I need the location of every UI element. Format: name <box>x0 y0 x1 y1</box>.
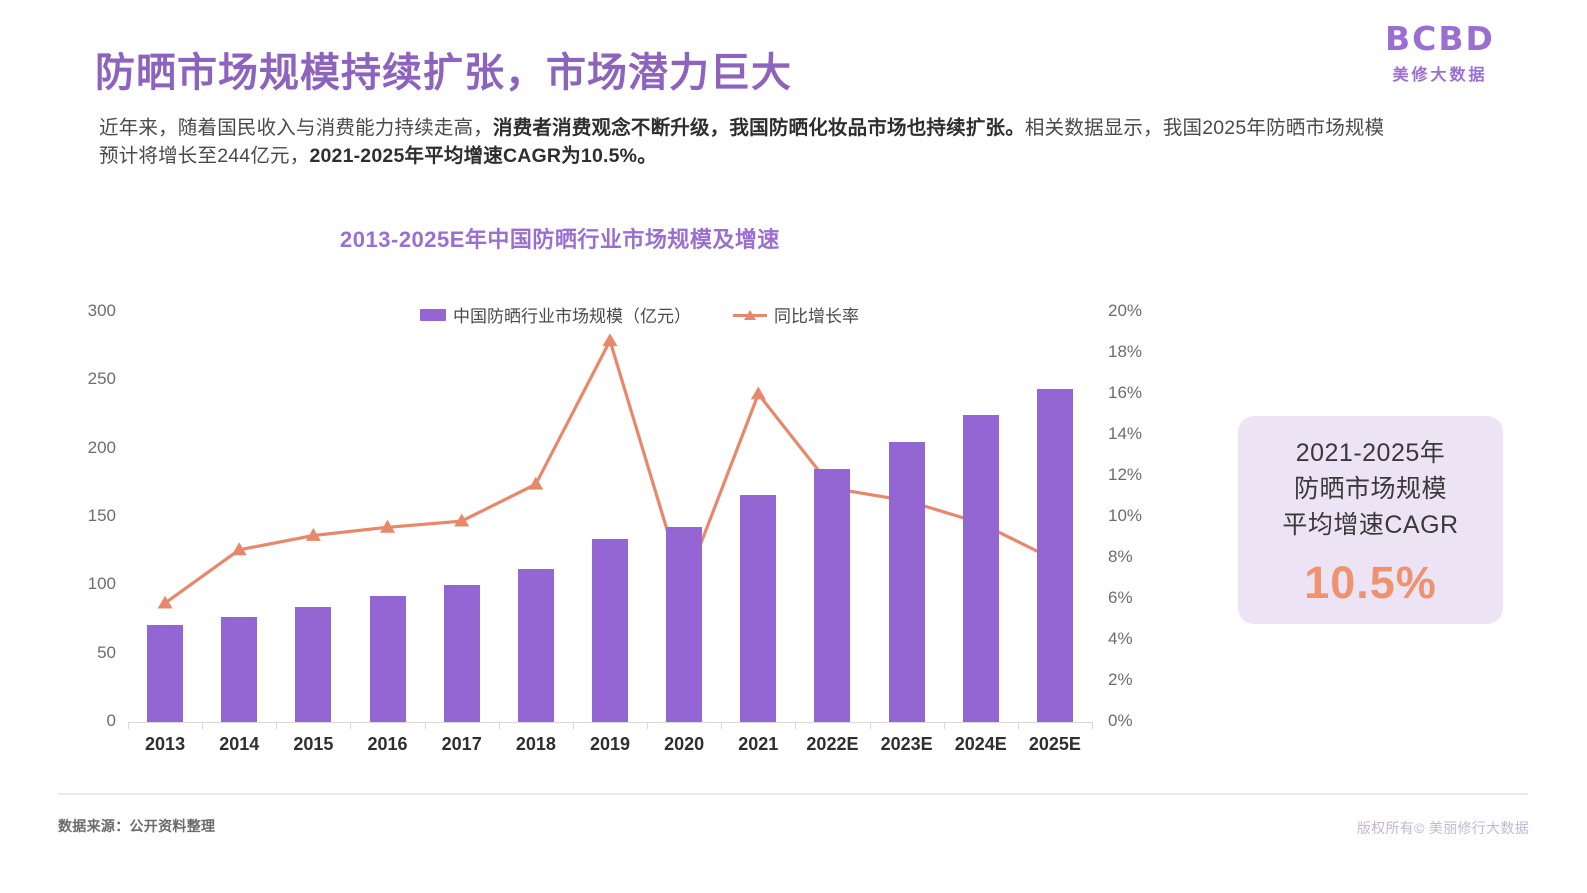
bar <box>888 441 925 722</box>
x-axis-label: 2015 <box>293 734 334 754</box>
left-axis-tick: 0 <box>106 711 116 730</box>
left-axis-tick: 100 <box>87 574 116 594</box>
right-axis-tick: 2% <box>1108 670 1133 689</box>
chart-legend: 中国防晒行业市场规模（亿元） 同比增长率 <box>420 302 859 327</box>
bar <box>814 469 851 722</box>
x-axis-label: 2021 <box>738 734 779 754</box>
left-axis-tick: 250 <box>87 369 116 389</box>
x-axis-tick <box>573 722 574 729</box>
chart-title: 2013-2025E年中国防晒行业市场规模及增速 <box>340 227 780 252</box>
right-axis-tick: 0% <box>1108 711 1133 730</box>
x-axis-tick <box>276 722 277 729</box>
bar <box>740 495 777 722</box>
legend-bar-label: 中国防晒行业市场规模（亿元） <box>453 307 691 326</box>
x-axis-label: 2023E <box>880 734 933 754</box>
right-axis-tick: 20% <box>1108 301 1143 320</box>
cagr-line-3: 平均增速CAGR <box>1282 511 1459 539</box>
line-marker <box>305 528 321 541</box>
page-subtitle: 近年来，随着国民收入与消费能力持续走高，消费者消费观念不断升级，我国防晒化妆品市… <box>99 114 1389 170</box>
x-axis-tick <box>128 722 129 729</box>
left-axis-tick: 50 <box>97 642 116 662</box>
x-axis-tick <box>425 722 426 729</box>
legend-item-bar: 中国防晒行业市场规模（亿元） <box>420 302 691 327</box>
x-axis-label: 2019 <box>589 734 631 754</box>
page-title: 防晒市场规模持续扩张，市场潜力巨大 <box>95 51 792 95</box>
x-axis-label: 2022E <box>806 734 859 754</box>
subtitle-segment-2: 相关数据显示，我国2025年防晒市场规模预计将增长至244亿元， <box>99 117 1385 167</box>
line-marker <box>157 595 173 609</box>
x-axis-label: 2014 <box>219 734 260 754</box>
left-axis-tick: 150 <box>87 506 116 525</box>
source-note: 数据来源：公开资料整理 <box>58 818 216 834</box>
line-marker <box>528 476 544 490</box>
left-axis-tick: 200 <box>87 437 116 457</box>
x-axis-label: 2018 <box>515 734 556 754</box>
bar <box>147 624 184 722</box>
x-axis-tick <box>944 722 945 729</box>
x-axis-tick <box>721 722 722 729</box>
bar <box>443 585 480 722</box>
line-marker <box>231 542 247 556</box>
cagr-line-2: 防晒市场规模 <box>1293 475 1447 503</box>
right-axis-tick: 16% <box>1108 383 1143 402</box>
right-axis-tick: 4% <box>1108 629 1133 648</box>
cagr-value: 10.5% <box>1304 557 1437 608</box>
x-axis-label: 2024E <box>954 734 1007 754</box>
x-axis-baseline <box>128 722 1092 723</box>
right-axis-tick: 10% <box>1108 506 1143 525</box>
x-axis-tick <box>1018 722 1019 729</box>
line-marker <box>602 333 618 347</box>
cagr-line-1: 2021-2025年 <box>1295 439 1446 467</box>
bar <box>221 616 258 722</box>
bar <box>1036 388 1073 722</box>
bar <box>962 414 999 722</box>
x-axis-tick <box>870 722 871 729</box>
page-header: 防晒市场规模持续扩张，市场潜力巨大 近年来，随着国民收入与消费能力持续走高，消费… <box>0 0 1587 190</box>
x-axis-tick <box>795 722 796 729</box>
left-axis-tick: 300 <box>87 301 116 320</box>
bar <box>666 526 703 722</box>
bar <box>517 568 554 722</box>
bar <box>369 596 406 722</box>
chart-plot-area: 0 50 100 150 200 250 300 0% 2% 4% 6% 8% 10% 12% 14% 16%… <box>60 290 1190 760</box>
footer-divider <box>58 793 1528 795</box>
line-marker <box>454 513 470 527</box>
legend-line-swatch-icon <box>733 309 767 321</box>
cagr-description: 2021-2025年 防晒市场规模 平均增速CAGR <box>1282 435 1458 543</box>
legend-line-label: 同比增长率 <box>774 307 859 326</box>
subtitle-segment-3: 2021-2025年平均增速CAGR为10.5%。 <box>309 145 657 167</box>
x-axis-label: 2017 <box>441 734 482 754</box>
subtitle-segment-0: 近年来，随着国民收入与消费能力持续走高， <box>99 117 494 139</box>
right-axis-tick: 18% <box>1108 342 1143 361</box>
x-axis-tick <box>647 722 648 729</box>
x-axis-label: 2025E <box>1028 734 1081 754</box>
right-axis-tick: 6% <box>1108 588 1133 607</box>
line-marker <box>750 386 766 400</box>
logo-wordmark: BCBD <box>1385 19 1495 58</box>
right-axis-tick: 8% <box>1108 547 1133 566</box>
cagr-callout: 2021-2025年 防晒市场规模 平均增速CAGR 10.5% <box>1238 416 1503 624</box>
x-axis-label: 2016 <box>367 734 408 754</box>
x-axis-tick <box>499 722 500 729</box>
copyright-note: 版权所有© 美丽修行大数据 <box>1356 820 1529 836</box>
x-axis-tick <box>1092 722 1093 729</box>
logo-subtext: 美修大数据 <box>1392 66 1488 84</box>
legend-item-line: 同比增长率 <box>733 302 859 327</box>
line-marker <box>380 519 395 533</box>
bar <box>295 607 332 722</box>
plot-canvas <box>128 312 1093 729</box>
x-axis-label: 2020 <box>664 734 705 754</box>
right-axis-tick: 14% <box>1108 424 1143 443</box>
x-axis-tick <box>350 722 351 729</box>
x-axis-label: 2013 <box>145 734 186 754</box>
bar <box>592 538 628 722</box>
x-axis-tick <box>202 722 203 729</box>
brand-logo: BCBD 美修大数据 <box>1355 19 1525 85</box>
subtitle-segment-1: 消费者消费观念不断升级，我国防晒化妆品市场也持续扩张。 <box>493 117 1025 139</box>
right-axis-tick: 12% <box>1108 465 1143 484</box>
legend-bar-swatch-icon <box>420 308 446 321</box>
